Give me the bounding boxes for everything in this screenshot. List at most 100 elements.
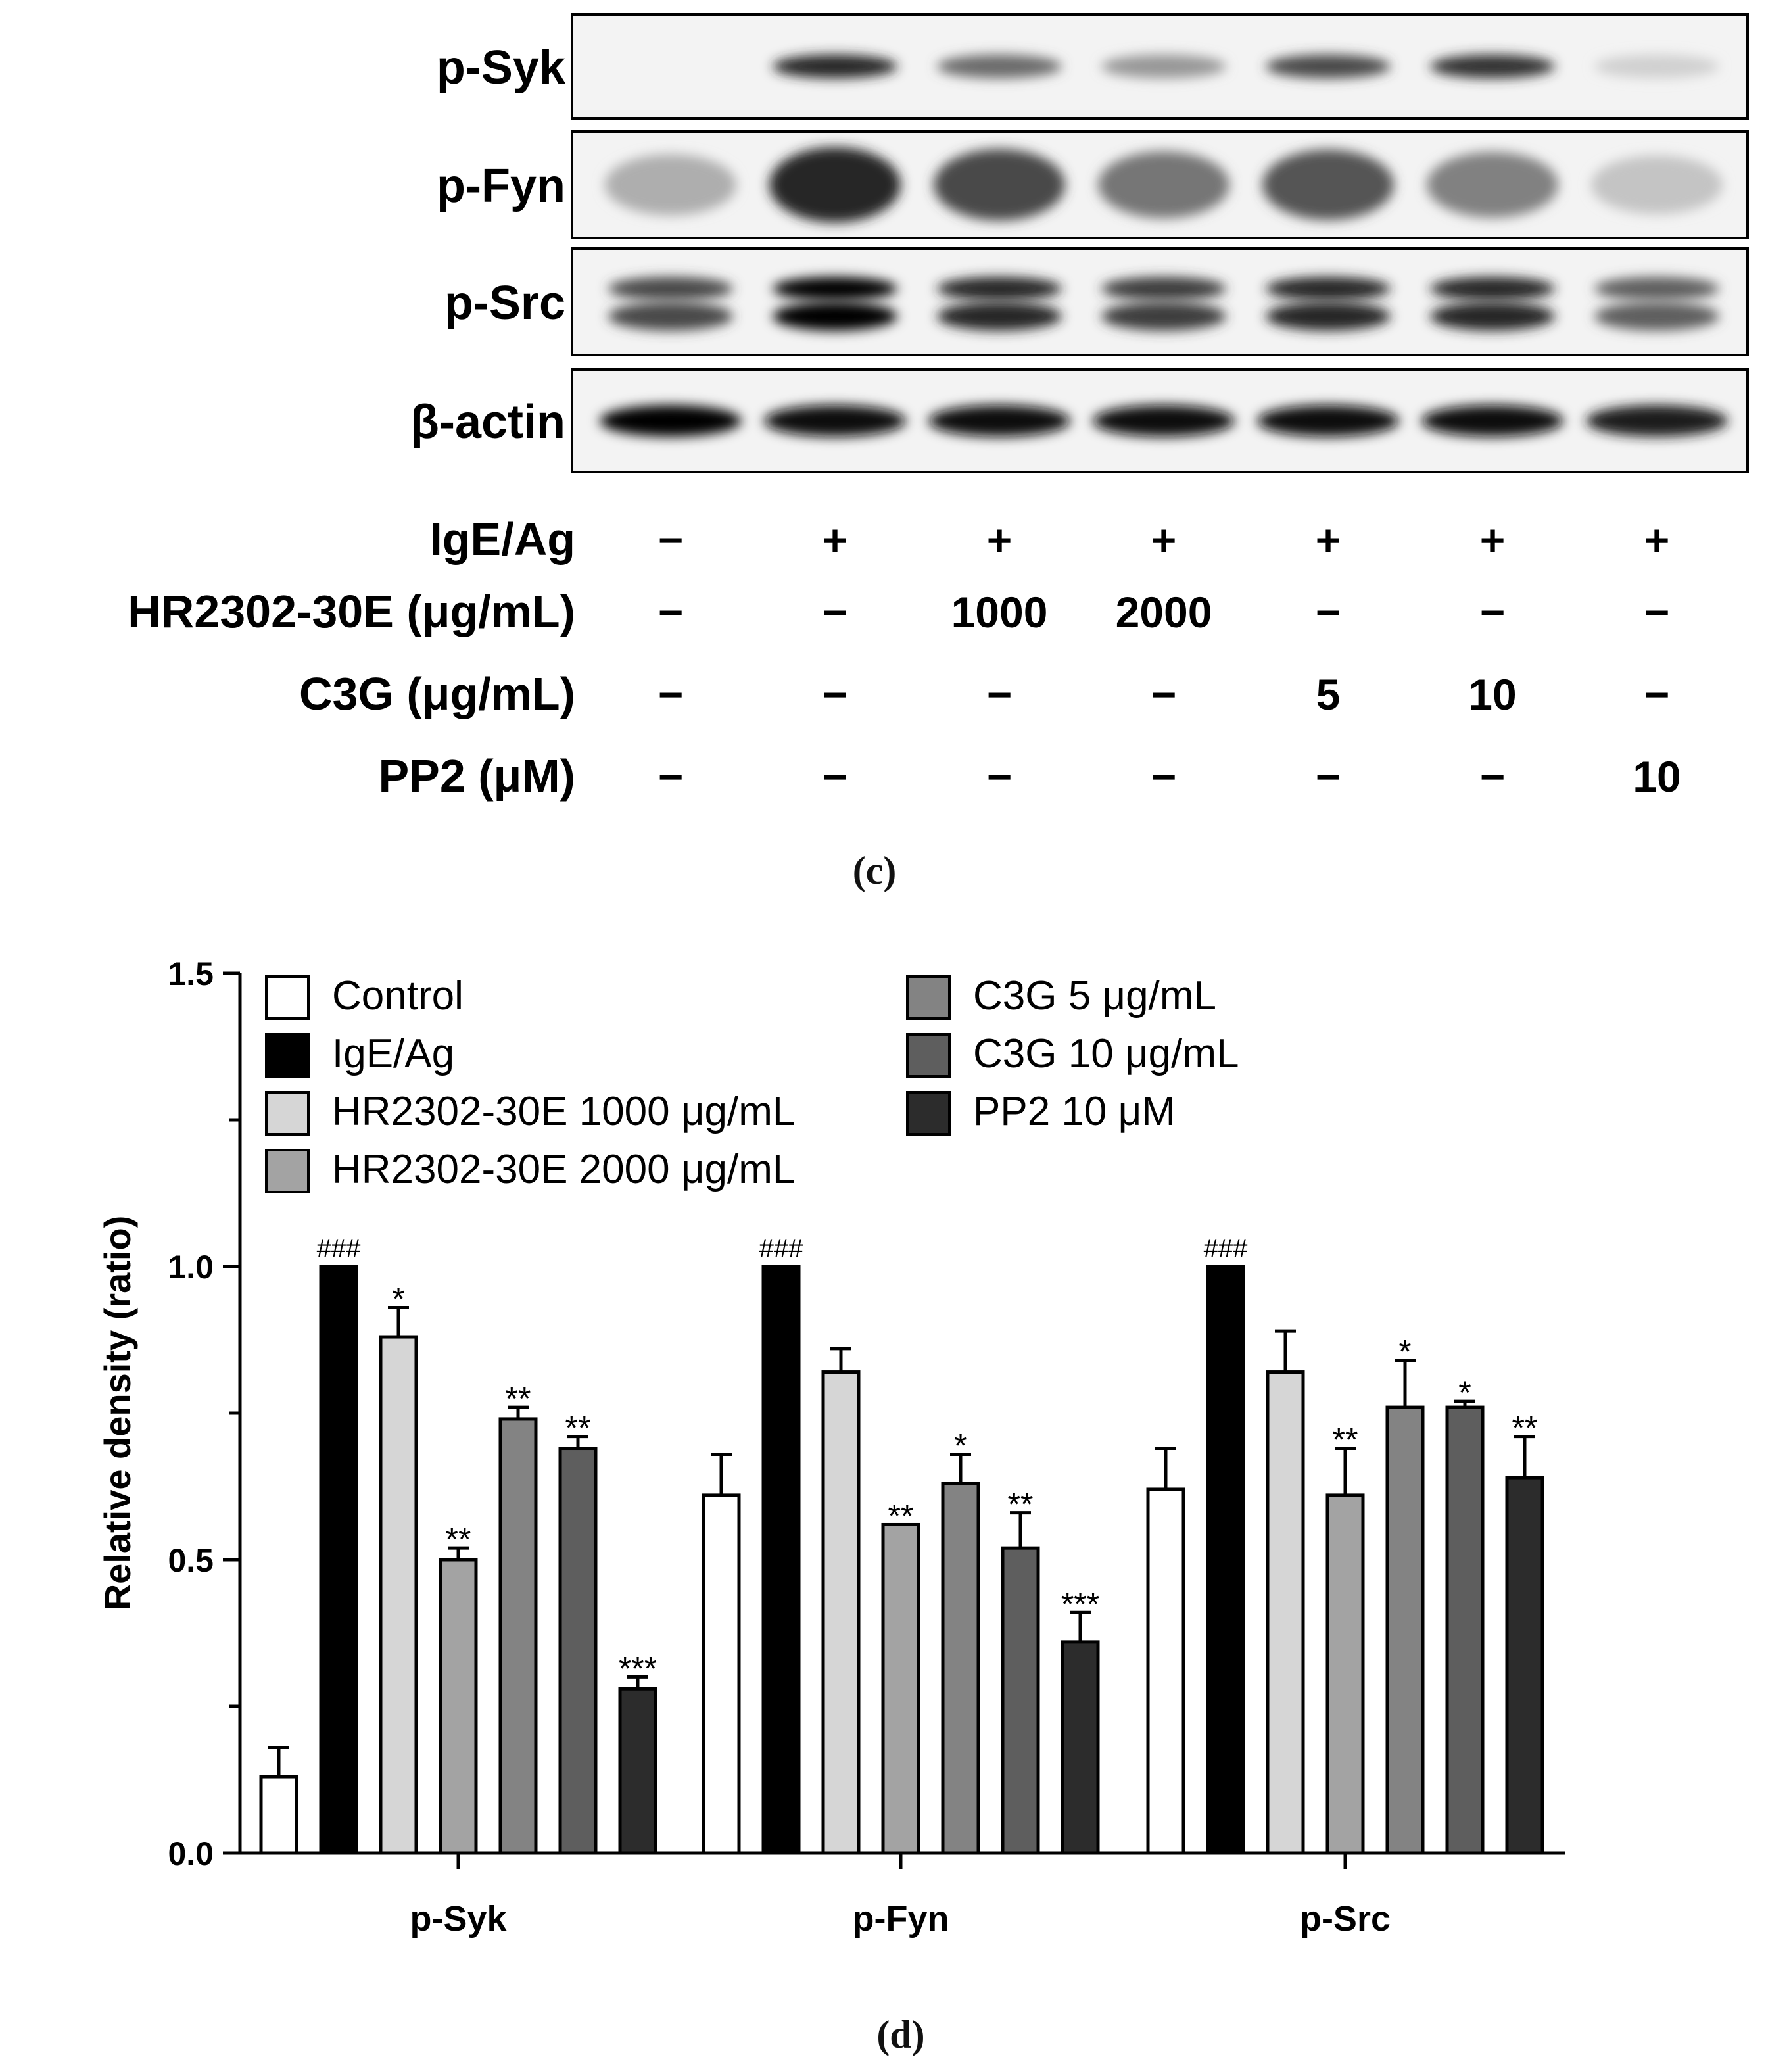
blot-band <box>608 302 733 331</box>
bar <box>1266 1370 1305 1855</box>
blot-band <box>937 277 1062 301</box>
significance-label: ** <box>1512 1410 1538 1447</box>
western-blot-panel: p-Syk p-Fyn p-Src β-actin IgE/Ag − + + + + + + HR23… <box>128 13 1749 802</box>
blot-band <box>1427 151 1558 218</box>
bar <box>881 1522 920 1855</box>
treatment-value: − <box>1480 588 1506 637</box>
bar <box>1385 1405 1425 1855</box>
blot-row-labels: p-Syk p-Fyn p-Src β-actin <box>410 41 566 448</box>
blot-band <box>934 149 1065 221</box>
treatment-value: + <box>823 516 848 564</box>
treatment-value: − <box>658 670 684 719</box>
significance-label: ### <box>317 1234 361 1263</box>
blot-band <box>605 154 736 216</box>
bar <box>439 1558 478 1855</box>
significance-label: * <box>1458 1374 1471 1411</box>
blot-band <box>1586 405 1728 437</box>
bar <box>1061 1640 1100 1855</box>
bar <box>761 1265 801 1855</box>
chart-legend: Control IgE/Ag HR2302-30E 1000 μg/mL HR2302… <box>265 973 1239 1193</box>
blot-row-label: p-Src <box>444 277 565 329</box>
bar <box>319 1265 358 1855</box>
bar <box>498 1417 538 1855</box>
treatment-value: + <box>987 516 1013 564</box>
significance-label: ### <box>1204 1234 1248 1263</box>
chart-bars: ###**********###********###****** <box>259 1234 1544 1855</box>
treatment-value: + <box>1151 516 1177 564</box>
blot-band <box>600 405 742 437</box>
blot-band <box>764 405 906 437</box>
significance-label: * <box>1398 1334 1411 1370</box>
legend-label: PP2 10 μM <box>973 1089 1176 1134</box>
treatment-value: − <box>1151 752 1177 801</box>
blot-band <box>1101 302 1226 331</box>
treatment-value: + <box>1480 516 1506 564</box>
treatment-value: − <box>1316 588 1341 637</box>
blot-band <box>1266 55 1391 78</box>
bar <box>1505 1476 1544 1855</box>
treatment-value: 1000 <box>951 588 1048 637</box>
blot-treatment-table: IgE/Ag − + + + + + + HR2302-30E (μg/mL) − − 1000 200… <box>128 514 1681 802</box>
treatment-value: − <box>1151 670 1177 719</box>
bar <box>259 1775 298 1855</box>
blot-membranes <box>571 13 1749 473</box>
blot-band <box>1594 277 1719 301</box>
significance-label: ** <box>1333 1422 1358 1458</box>
x-tick-label: p-Src <box>1300 1899 1391 1939</box>
legend-swatch <box>265 1091 310 1136</box>
bar <box>941 1482 980 1855</box>
treatment-value: − <box>658 752 684 801</box>
blot-band <box>1266 277 1391 301</box>
treatment-value: + <box>1644 516 1670 564</box>
legend-label: C3G 10 μg/mL <box>973 1031 1239 1076</box>
blot-row-label: p-Fyn <box>437 160 565 212</box>
legend-label: Control <box>332 973 464 1019</box>
y-axis-label: Relative density (ratio) <box>97 1216 138 1611</box>
blot-band <box>1430 277 1555 301</box>
treatment-value: − <box>987 670 1013 719</box>
blot-band <box>937 55 1062 78</box>
treatment-value: − <box>1644 670 1670 719</box>
bar <box>1445 1405 1485 1855</box>
blot-bands <box>600 55 1728 437</box>
blot-band <box>937 302 1062 331</box>
bar <box>558 1447 598 1855</box>
treatment-value: 10 <box>1468 670 1516 719</box>
treatment-value: − <box>658 588 684 637</box>
legend-swatch <box>265 1149 310 1193</box>
significance-label: *** <box>1061 1585 1099 1622</box>
significance-label: ** <box>565 1410 591 1447</box>
significance-label: * <box>392 1280 404 1317</box>
treatment-value: − <box>823 670 848 719</box>
significance-label: * <box>954 1427 967 1464</box>
blot-band <box>773 55 897 78</box>
blot-row-label: β-actin <box>410 396 565 448</box>
treatment-value: − <box>1316 752 1341 801</box>
treatment-value: − <box>823 752 848 801</box>
y-tick-label: 0.0 <box>168 1835 214 1872</box>
treatment-value: − <box>1644 588 1670 637</box>
y-tick-label: 1.5 <box>168 955 214 992</box>
blot-band <box>1266 302 1391 331</box>
blot-band <box>1591 155 1723 214</box>
x-tick-label: p-Fyn <box>853 1899 949 1939</box>
bar <box>379 1335 418 1855</box>
legend-label: HR2302-30E 2000 μg/mL <box>332 1147 795 1192</box>
blot-band <box>928 405 1070 437</box>
blot-band <box>773 302 897 331</box>
treatment-label: PP2 (μM) <box>378 750 575 802</box>
blot-band <box>1430 55 1555 78</box>
blot-band <box>1093 405 1235 437</box>
legend-label: IgE/Ag <box>332 1031 454 1076</box>
bar <box>1206 1265 1245 1855</box>
significance-label: ** <box>888 1497 914 1534</box>
legend-swatch <box>265 1033 310 1078</box>
panel-label-c: (c) <box>852 849 897 892</box>
blot-band <box>608 277 733 301</box>
blot-band <box>773 277 897 301</box>
treatment-label: HR2302-30E (μg/mL) <box>128 586 575 637</box>
significance-label: ** <box>446 1521 471 1558</box>
y-tick-label: 0.5 <box>168 1542 214 1579</box>
blot-band <box>1098 151 1229 218</box>
blot-band <box>1594 302 1719 331</box>
